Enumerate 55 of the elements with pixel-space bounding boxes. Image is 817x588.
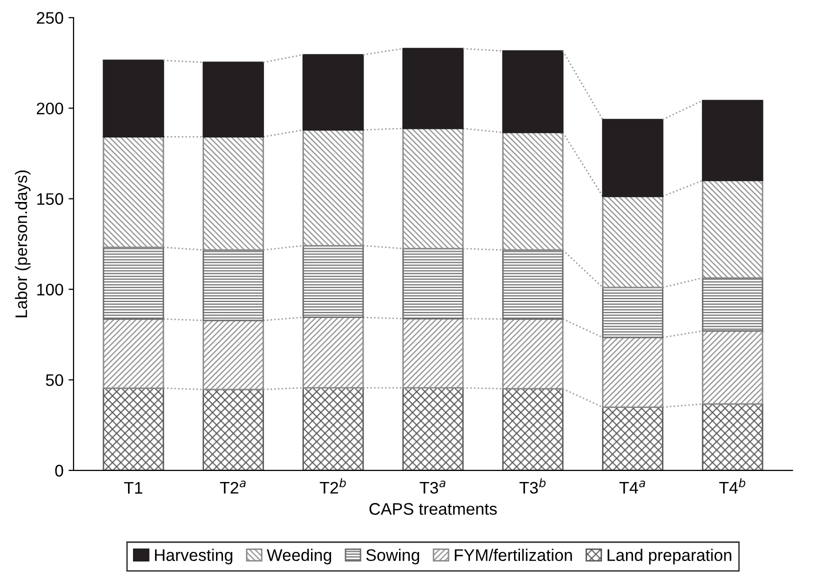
bar <box>602 336 664 408</box>
x-tick-label: T2$^{b}$ <box>320 478 346 494</box>
bar <box>202 62 264 138</box>
bar <box>502 318 564 390</box>
bar <box>602 118 664 198</box>
bar <box>102 136 164 248</box>
x-tick-label: T1 <box>124 482 142 494</box>
bar <box>302 387 364 470</box>
bar <box>102 387 164 470</box>
bar <box>302 54 364 131</box>
y-tick-label: 250 <box>36 12 64 24</box>
x-tick-label: T2$^{a}$ <box>220 480 246 494</box>
y-tick-label: 150 <box>37 193 64 205</box>
y-tick-label: 200 <box>36 102 64 114</box>
bar <box>302 316 364 389</box>
bar <box>602 286 664 338</box>
bar <box>402 128 464 250</box>
bar <box>602 196 664 288</box>
bar <box>302 244 364 318</box>
bar <box>202 136 264 251</box>
legend-label: Harvesting <box>155 548 232 564</box>
bar <box>102 318 164 389</box>
bar <box>402 48 464 130</box>
legend-label: Weeding <box>266 548 332 564</box>
bar <box>502 249 564 320</box>
x-tick-label: T3$^{a}$ <box>420 480 446 494</box>
bar <box>502 388 564 470</box>
y-axis-title: Labor (person.days) <box>14 170 30 318</box>
bar <box>702 330 764 405</box>
bar <box>402 248 464 320</box>
bar <box>202 388 264 470</box>
bar <box>402 387 464 470</box>
bar <box>102 246 164 320</box>
bar <box>102 60 164 138</box>
y-tick-label: 0 <box>55 464 64 477</box>
legend-label: Land preparation <box>608 548 732 564</box>
legend-label: Sowing <box>366 548 420 564</box>
bar <box>602 406 664 470</box>
bar <box>502 132 564 251</box>
bar <box>702 403 764 470</box>
legend-label: FYM/fertilization <box>454 548 572 562</box>
x-tick-label: T4$^{a}$ <box>619 480 646 494</box>
x-tick-label: T4$^{b}$ <box>719 478 746 494</box>
bar <box>502 50 564 134</box>
bar <box>702 180 764 279</box>
bar <box>302 129 364 246</box>
y-tick-label: 100 <box>37 284 64 296</box>
bar <box>702 100 764 182</box>
bar <box>202 320 264 390</box>
y-tick-label: 50 <box>46 374 64 386</box>
bar <box>202 249 264 322</box>
bar <box>702 277 764 332</box>
x-axis-title: CAPS treatments <box>369 503 497 515</box>
x-tick-label: T3$^{b}$ <box>519 478 546 494</box>
bar <box>402 318 464 389</box>
